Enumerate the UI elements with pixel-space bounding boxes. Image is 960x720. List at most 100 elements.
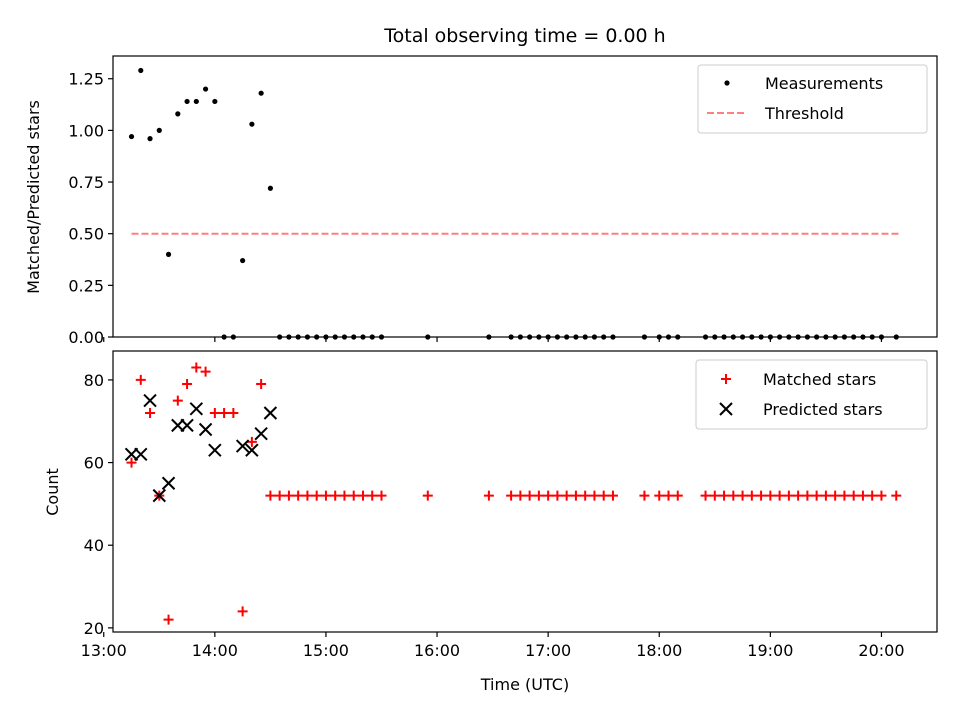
matched-star-point	[672, 490, 683, 501]
matched-star-point	[783, 490, 794, 501]
matched-star-point	[580, 490, 591, 501]
matched-star-point	[700, 490, 711, 501]
x-tick-label: 17:00	[525, 641, 571, 660]
x-tick-label: 18:00	[636, 641, 682, 660]
predicted-star-point	[180, 418, 194, 433]
top-y-tick-label: 0.00	[68, 328, 104, 347]
matched-star-point	[848, 490, 859, 501]
matched-star-point	[589, 490, 600, 501]
predicted-star-point	[189, 402, 204, 416]
matched-star-point	[339, 490, 350, 501]
predicted-star-point	[245, 443, 259, 457]
matched-star-point	[422, 490, 433, 501]
matched-star-point	[709, 490, 720, 501]
matched-star-point	[182, 379, 193, 390]
measurement-point	[258, 90, 264, 96]
bottom-y-tick-label: 40	[84, 536, 104, 555]
top-y-tick-label: 0.75	[68, 173, 104, 192]
bottom-y-tick-label: 80	[84, 371, 104, 390]
matched-star-point	[311, 490, 322, 501]
matched-star-point	[719, 490, 730, 501]
matched-star-point	[348, 490, 359, 501]
matched-star-point	[561, 490, 572, 501]
legend-predicted-stars-marker	[719, 402, 733, 416]
x-axis-label: Time (UTC)	[480, 675, 569, 694]
measurement-point	[128, 133, 135, 140]
legend-measurements-label: Measurements	[765, 74, 883, 93]
top-plot-frame	[112, 55, 938, 338]
matched-star-point	[543, 490, 554, 501]
matched-star-point	[256, 379, 267, 390]
matched-star-point	[802, 490, 813, 501]
predicted-star-point	[152, 488, 166, 503]
matched-star-point	[728, 490, 739, 501]
matched-star-point	[200, 366, 211, 377]
matched-star-point	[891, 490, 902, 501]
top-legend: Measurements Threshold	[697, 64, 928, 134]
top-y-tick-label: 0.50	[68, 225, 104, 244]
matched-star-point	[820, 490, 831, 501]
matched-star-point	[524, 490, 535, 501]
matched-star-point	[357, 490, 368, 501]
predicted-star-point	[134, 447, 148, 462]
matched-star-point	[135, 374, 146, 385]
predicted-star-point	[254, 426, 268, 441]
matched-star-point	[320, 490, 331, 501]
x-tick-label: 16:00	[414, 641, 460, 660]
x-tick-label: 19:00	[747, 641, 793, 660]
bottom-plot-area: 20 40 60 80 13:00 14:00 15:00 16:00 17:00 18:00 19…	[81, 362, 905, 660]
predicted-star-point	[263, 406, 278, 420]
predicted-star-point	[161, 476, 176, 490]
matched-star-point	[302, 490, 313, 501]
matched-star-point	[598, 490, 609, 501]
matched-star-point	[283, 490, 294, 501]
top-plot-area: 0.00 0.25 0.50 0.75 1.00 1.25	[68, 67, 900, 347]
x-tick-label: 20:00	[858, 641, 904, 660]
matched-star-point	[237, 606, 248, 617]
top-y-tick-label: 1.00	[68, 121, 104, 140]
bottom-y-axis-label: Count	[43, 468, 62, 516]
matched-star-point	[145, 407, 156, 418]
matched-star-point	[515, 490, 526, 501]
measurement-point	[202, 86, 209, 92]
matched-star-point	[654, 490, 665, 501]
matched-star-point	[376, 490, 387, 501]
measurement-point	[147, 136, 153, 142]
measurement-point	[138, 67, 144, 74]
matched-star-point	[191, 362, 202, 373]
matched-star-point	[172, 395, 183, 406]
matched-star-point	[228, 407, 239, 418]
top-y-tick-label: 0.25	[68, 276, 104, 295]
top-chart-title: Total observing time = 0.00 h	[383, 25, 665, 47]
matched-star-point	[867, 490, 878, 501]
matched-star-point	[830, 490, 841, 501]
legend-matched-stars-marker	[721, 374, 731, 384]
legend-threshold-label: Threshold	[764, 104, 844, 123]
legend-predicted-stars-label: Predicted stars	[763, 400, 883, 419]
bottom-y-tick-label: 60	[84, 454, 104, 473]
matched-star-point	[663, 490, 674, 501]
measurement-point	[175, 111, 181, 117]
matched-star-point	[246, 436, 257, 447]
bottom-legend: Matched stars Predicted stars	[695, 359, 928, 430]
matched-star-point	[756, 490, 767, 501]
measurement-point	[267, 185, 273, 191]
predicted-star-point	[235, 439, 250, 453]
measurement-point	[240, 257, 246, 264]
predicted-star-point	[208, 443, 222, 457]
matched-star-point	[506, 490, 517, 501]
measurement-point	[193, 98, 199, 105]
matched-star-point	[607, 490, 618, 501]
x-tick-label: 14:00	[192, 641, 238, 660]
matched-star-point	[811, 490, 822, 501]
legend-matched-stars-label: Matched stars	[763, 370, 876, 389]
bottom-plot-frame	[112, 350, 938, 633]
matched-star-point	[570, 490, 581, 501]
measurement-point	[212, 98, 218, 105]
matched-star-point	[552, 490, 563, 501]
matched-star-point	[793, 490, 804, 501]
matched-star-point	[483, 490, 494, 501]
matched-star-point	[839, 490, 850, 501]
matched-star-point	[746, 490, 757, 501]
